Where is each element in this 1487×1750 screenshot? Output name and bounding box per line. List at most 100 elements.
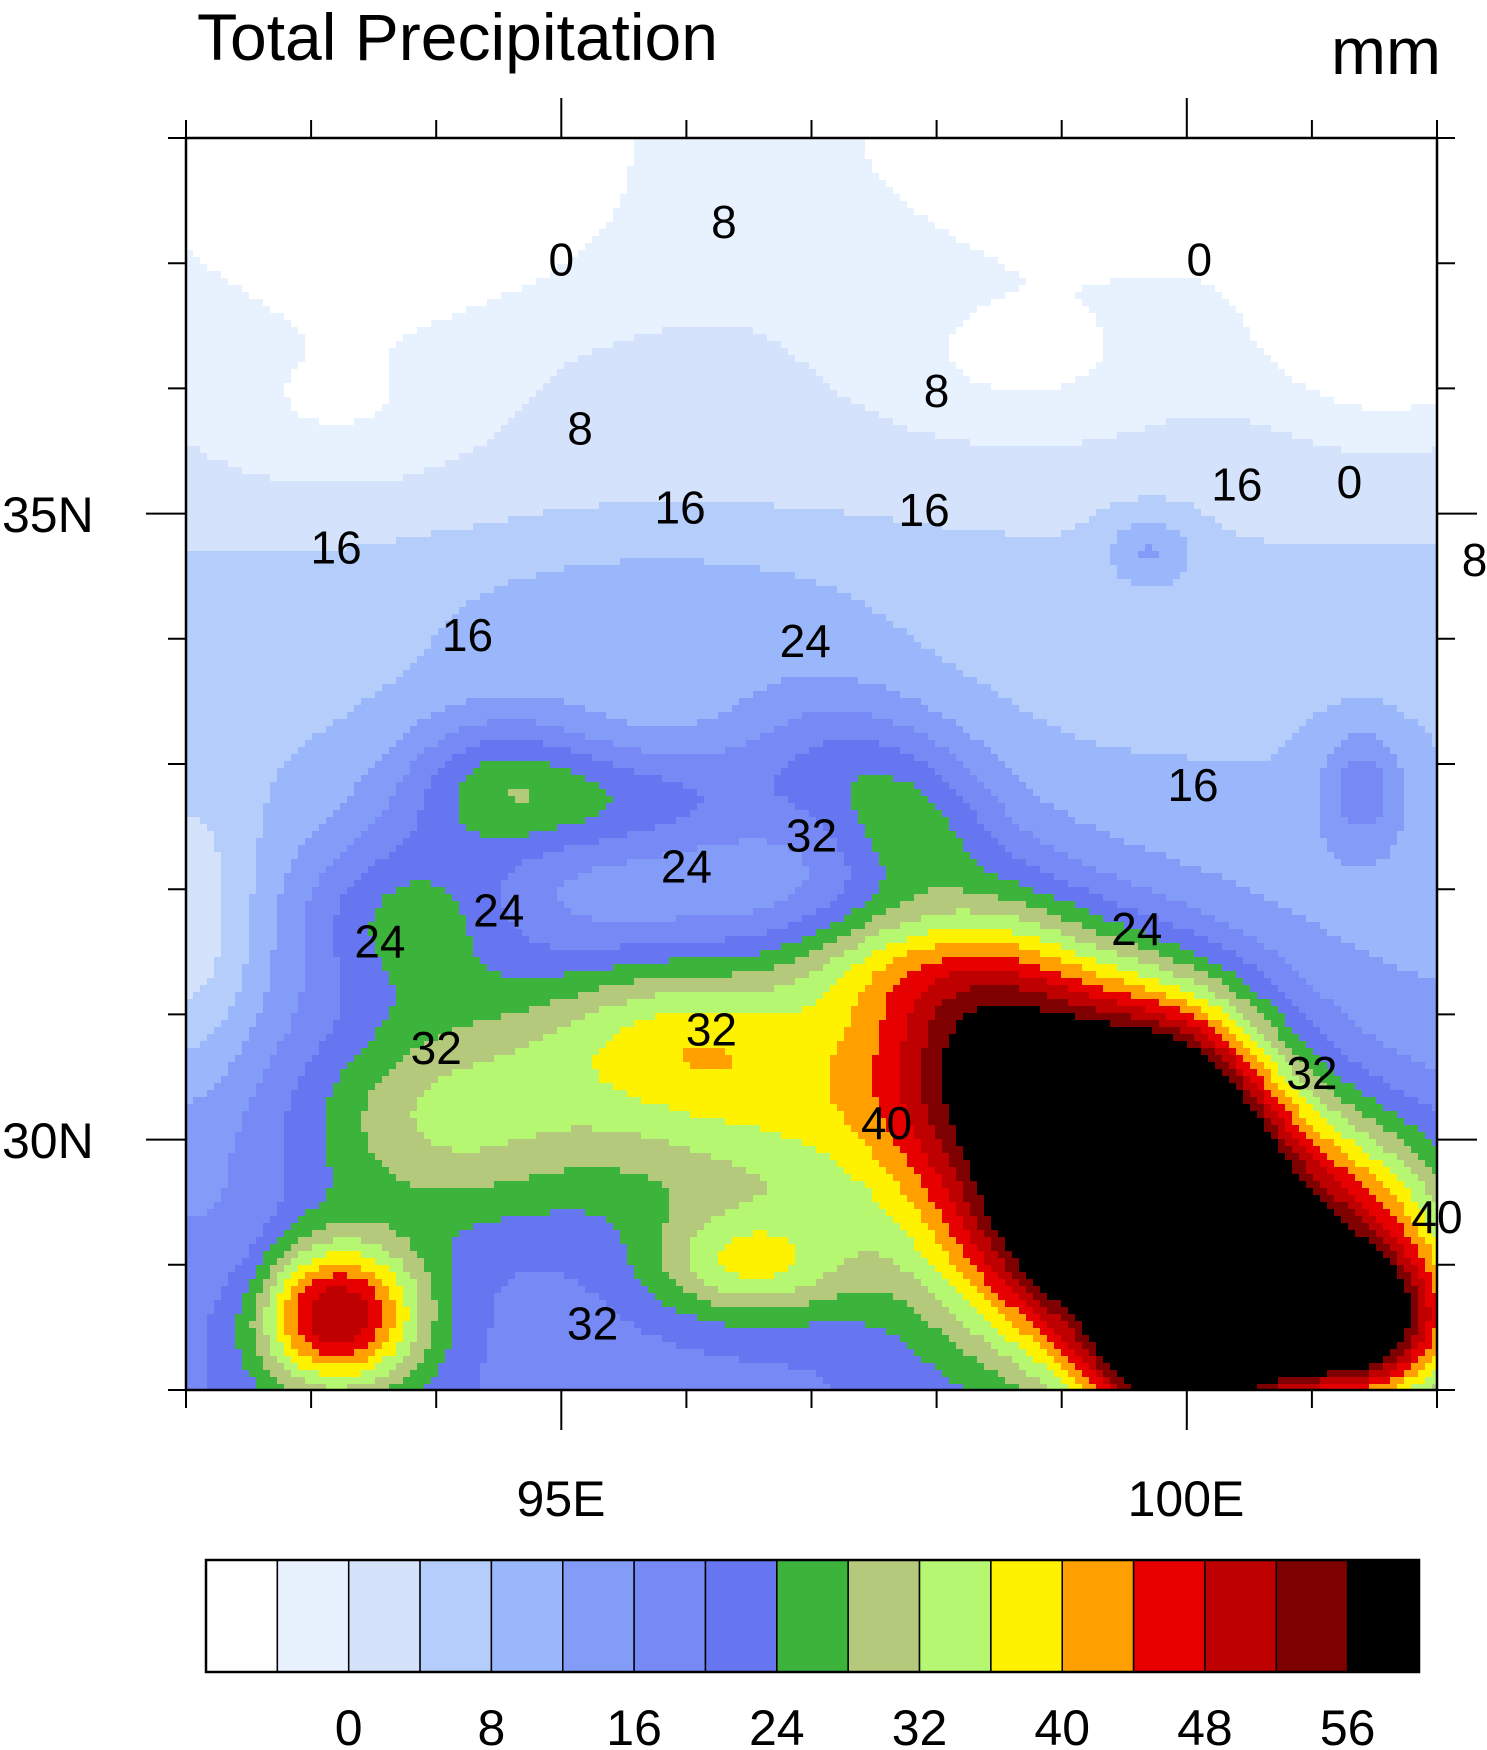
field-cell [1187,320,1195,328]
field-cell [823,208,831,216]
field-cell [788,250,796,258]
field-cell [1159,145,1167,153]
field-cell [1033,180,1041,188]
field-cell [284,215,292,223]
field-cell [1425,166,1433,174]
field-cell [522,229,530,237]
field-cell [368,327,376,335]
field-cell [1257,201,1265,209]
field-cell [942,236,950,244]
field-cell [886,166,894,174]
field-cell [508,313,516,321]
field-cell [298,285,306,293]
field-cell [396,173,404,181]
field-cell [1306,243,1314,251]
field-cell [501,250,509,258]
field-cell [1411,320,1419,328]
field-cell [1376,208,1384,216]
field-cell [1418,257,1426,265]
field-cell [1362,264,1370,272]
field-cell [200,285,208,293]
field-cell [739,313,747,321]
field-cell [466,299,474,307]
field-cell [235,243,243,251]
field-cell [1061,152,1069,160]
field-cell [592,306,600,314]
field-cell [459,250,467,258]
field-cell [270,236,278,244]
field-cell [375,243,383,251]
field-cell [907,271,915,279]
field-cell [207,159,215,167]
field-cell [242,313,250,321]
field-cell [1418,222,1426,230]
field-cell [1383,215,1391,223]
field-cell [1089,257,1097,265]
field-cell [872,173,880,181]
field-cell [1250,243,1258,251]
field-cell [858,201,866,209]
field-cell [375,159,383,167]
field-cell [1418,159,1426,167]
field-cell [1278,194,1286,202]
field-cell [200,320,208,328]
field-cell [263,292,271,300]
field-cell [193,166,201,174]
field-cell [319,243,327,251]
field-cell [571,145,579,153]
field-cell [438,278,446,286]
field-cell [718,159,726,167]
field-cell [571,159,579,167]
field-cell [466,180,474,188]
field-cell [515,194,523,202]
field-cell [410,145,418,153]
field-cell [795,173,803,181]
field-cell [375,194,383,202]
field-cell [753,250,761,258]
field-cell [1285,264,1293,272]
field-cell [326,299,334,307]
field-cell [1026,187,1034,195]
field-cell [207,187,215,195]
field-cell [1236,285,1244,293]
field-cell [704,278,712,286]
field-cell [277,250,285,258]
field-cell [697,257,705,265]
field-cell [851,145,859,153]
field-cell [1369,257,1377,265]
field-cell [1376,194,1384,202]
field-cell [1348,243,1356,251]
field-cell [291,299,299,307]
field-cell [893,215,901,223]
field-cell [284,173,292,181]
field-cell [816,187,824,195]
field-cell [557,194,565,202]
field-cell [697,187,705,195]
field-cell [1103,327,1111,335]
field-cell [578,271,586,279]
field-cell [1250,159,1258,167]
field-cell [599,306,607,314]
field-cell [529,229,537,237]
field-cell [1292,313,1300,321]
field-cell [1397,187,1405,195]
field-cell [662,152,670,160]
field-cell [1306,306,1314,314]
field-cell [368,173,376,181]
field-cell [1082,201,1090,209]
field-cell [193,236,201,244]
field-cell [1187,159,1195,167]
field-cell [592,187,600,195]
field-cell [1264,215,1272,223]
field-cell [389,215,397,223]
field-cell [872,257,880,265]
field-cell [382,145,390,153]
field-cell [865,215,873,223]
field-cell [473,159,481,167]
field-cell [193,145,201,153]
field-cell [228,180,236,188]
field-cell [1026,166,1034,174]
field-cell [641,145,649,153]
field-cell [809,152,817,160]
field-cell [235,166,243,174]
